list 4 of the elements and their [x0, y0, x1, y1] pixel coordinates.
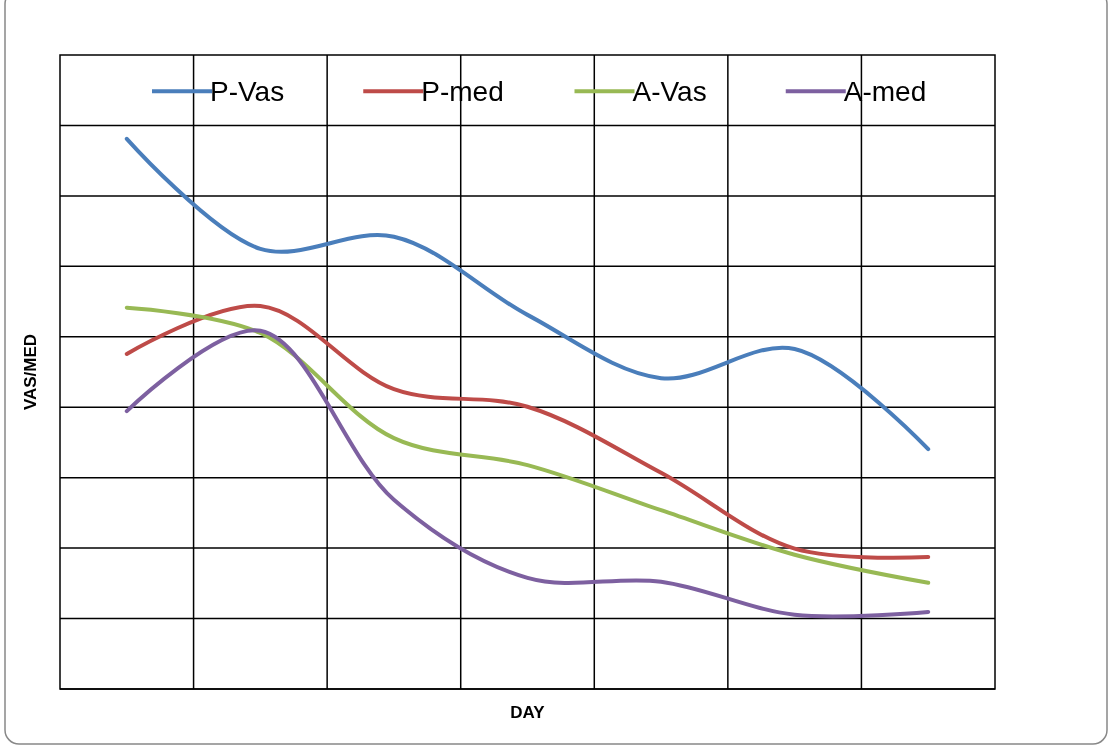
- y-axis-title: VAS/MED: [21, 333, 40, 411]
- legend-label: P-Vas: [210, 76, 285, 108]
- legend-label: A-Vas: [632, 76, 707, 108]
- x-axis-title: DAY: [510, 703, 546, 722]
